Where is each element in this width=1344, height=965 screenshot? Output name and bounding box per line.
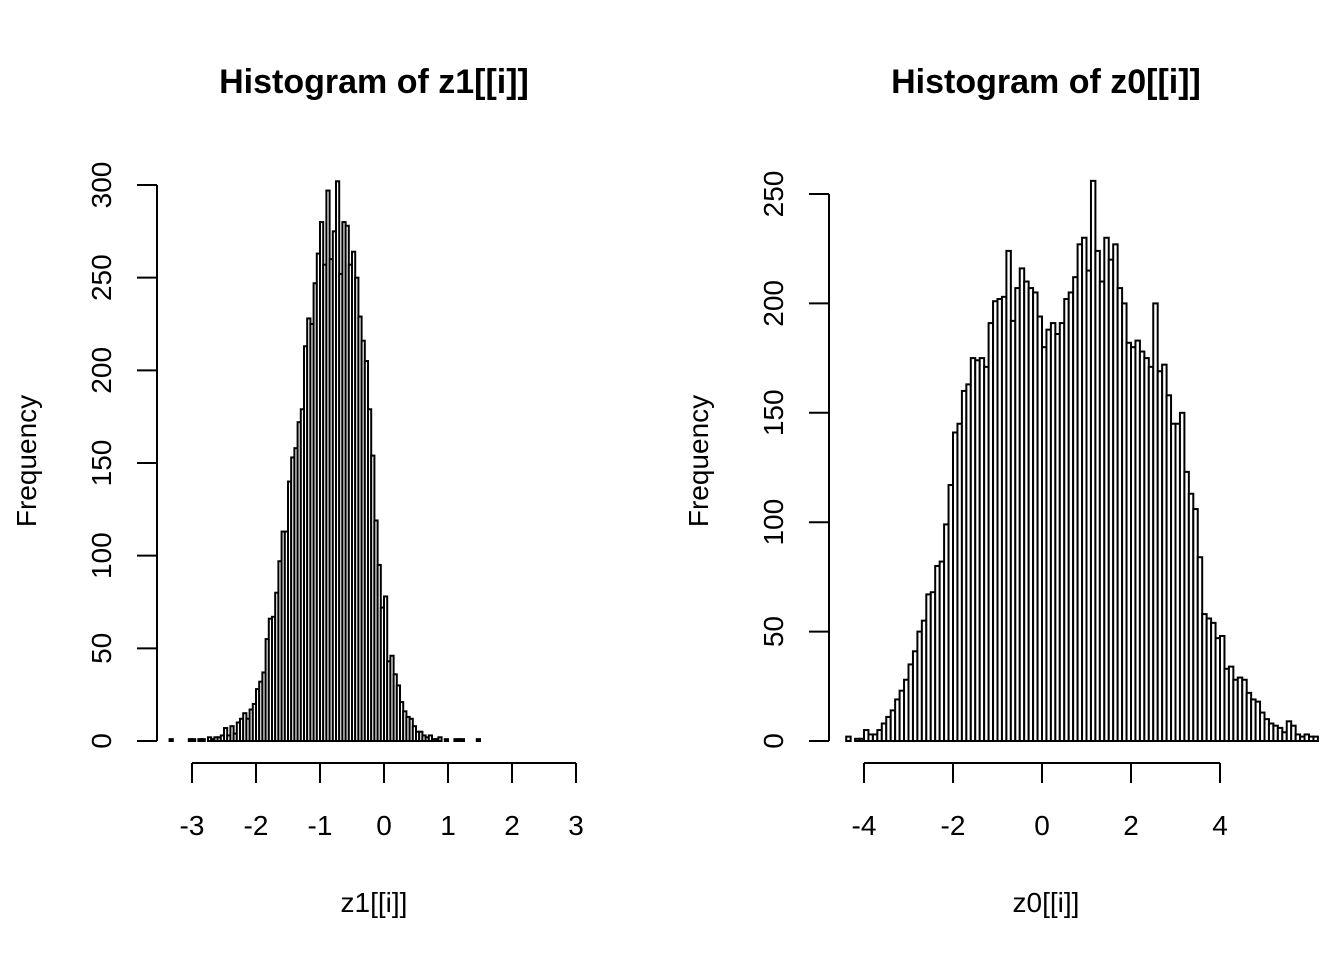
histogram-bar	[200, 738, 206, 743]
histogram-bar	[443, 738, 449, 743]
y-tick-label: 100	[758, 499, 789, 546]
histogram-z1-panel: Histogram of z1[[i]] z1[[i]] Frequency -…	[11, 63, 584, 918]
bars-group	[845, 179, 1319, 743]
x-tick-label: 0	[376, 810, 392, 841]
y-tick-label: 150	[86, 440, 117, 487]
y-axis: 0 50 100 150 200 250	[758, 171, 830, 749]
histogram-bar	[1290, 724, 1297, 742]
y-tick-label: 50	[86, 633, 117, 664]
chart-title: Histogram of z0[[i]]	[891, 63, 1201, 101]
x-tick-label: -2	[941, 810, 966, 841]
y-tick-label: 150	[758, 389, 789, 436]
x-tick-label: 2	[504, 810, 520, 841]
y-tick-label: 200	[86, 347, 117, 394]
y-axis-label: Frequency	[683, 395, 714, 527]
x-tick-label: 1	[440, 810, 456, 841]
histogram-bar	[845, 735, 852, 742]
histogram-bar	[1312, 735, 1319, 742]
histogram-bar	[475, 738, 481, 743]
histogram-bar	[168, 738, 174, 743]
histogram-z0-panel: Histogram of z0[[i]] z0[[i]] Frequency -…	[683, 63, 1319, 918]
y-axis: 0 50 100 150 200 250 300	[86, 162, 158, 749]
chart-title: Histogram of z1[[i]]	[219, 63, 529, 101]
histogram-bar	[191, 738, 197, 743]
x-axis: -3 -2 -1 0 1 2 3	[180, 762, 584, 841]
y-tick-label: 300	[86, 162, 117, 209]
y-tick-label: 0	[758, 733, 789, 749]
histogram-bar	[437, 736, 443, 742]
x-tick-label: 4	[1212, 810, 1228, 841]
y-tick-label: 250	[86, 254, 117, 301]
x-tick-label: -2	[244, 810, 269, 841]
x-axis: -4 -2 0 2 4	[852, 762, 1228, 841]
x-axis-label: z1[[i]]	[341, 887, 408, 918]
x-tick-label: -3	[180, 810, 205, 841]
bars-group	[168, 180, 481, 743]
x-axis-label: z0[[i]]	[1013, 887, 1080, 918]
x-tick-label: -4	[852, 810, 877, 841]
x-tick-label: 0	[1034, 810, 1050, 841]
y-tick-label: 200	[758, 280, 789, 327]
x-tick-label: -1	[308, 810, 333, 841]
y-axis-label: Frequency	[11, 395, 42, 527]
y-tick-label: 250	[758, 171, 789, 218]
y-tick-label: 100	[86, 532, 117, 579]
x-tick-label: 2	[1123, 810, 1139, 841]
y-tick-label: 50	[758, 616, 789, 647]
y-tick-label: 0	[86, 733, 117, 749]
x-tick-label: 3	[568, 810, 584, 841]
histogram-bar	[459, 738, 465, 743]
